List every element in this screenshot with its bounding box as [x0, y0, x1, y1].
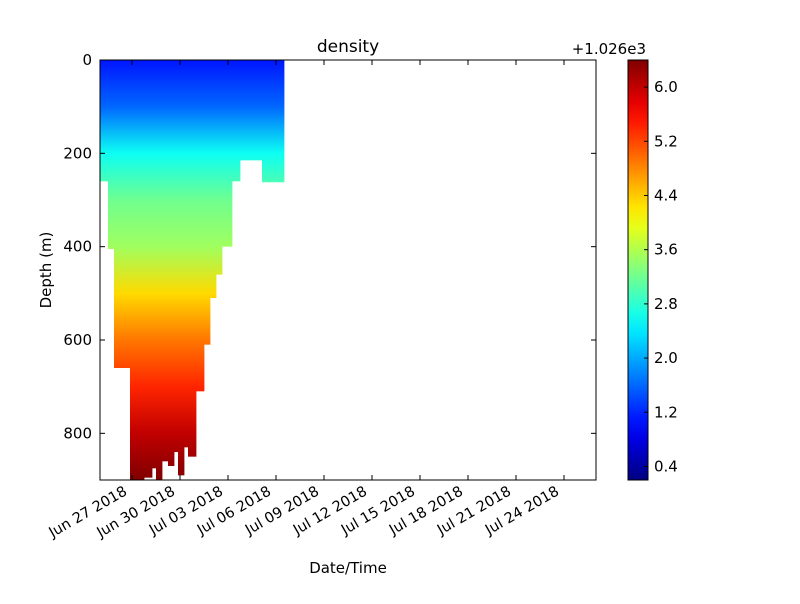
profile-column	[222, 60, 233, 247]
profile-column	[240, 60, 263, 161]
y-tick-label: 600	[63, 331, 92, 349]
y-tick-label: 400	[63, 238, 92, 256]
profile-column	[100, 60, 109, 182]
colorbar-tick-label: 2.8	[654, 295, 678, 313]
colorbar-tick-label: 5.2	[654, 132, 678, 150]
colorbar	[627, 59, 649, 481]
profile-column	[210, 60, 217, 298]
profile-column	[216, 60, 223, 275]
chart-title: density	[317, 37, 379, 57]
profile-column	[232, 60, 241, 182]
profile-column	[196, 60, 205, 392]
profile-column	[178, 60, 185, 476]
data-layer	[100, 60, 285, 480]
profile-column	[184, 60, 189, 448]
y-axis-label: Depth (m)	[37, 232, 55, 309]
profile-column	[114, 60, 131, 368]
profile-column	[130, 60, 145, 480]
x-tick-label: Jun 27 2018	[46, 484, 130, 542]
colorbar-tick-label: 0.4	[654, 457, 678, 475]
colorbar-tick-label: 3.6	[654, 241, 678, 259]
profile-column	[204, 60, 211, 345]
profile-column	[188, 60, 197, 457]
profile-column	[156, 60, 163, 480]
profile-column	[152, 60, 157, 469]
profile-column	[168, 60, 175, 466]
profile-column	[262, 60, 285, 183]
colorbar-ticks: 0.4 1.2 2.0 2.8 3.6 4.4 5.2 6.0	[644, 78, 678, 475]
y-tick-label: 800	[63, 424, 92, 442]
y-axis: 0 200 400 600 800	[63, 51, 596, 442]
colorbar-tick-label: 6.0	[654, 78, 678, 96]
profile-column	[144, 60, 153, 478]
colorbar-tick-label: 2.0	[654, 349, 678, 367]
x-axis-label: Date/Time	[309, 559, 387, 577]
plot-area	[99, 59, 597, 481]
profile-column	[162, 60, 169, 462]
y-tick-label: 0	[82, 51, 92, 69]
colorbar-tick-label: 4.4	[654, 186, 678, 204]
profile-column	[108, 60, 115, 249]
profile-column	[174, 60, 179, 452]
y-tick-label: 200	[63, 144, 92, 162]
colorbar-offset-label: +1.026e3	[572, 40, 646, 58]
colorbar-tick-label: 1.2	[654, 403, 678, 421]
